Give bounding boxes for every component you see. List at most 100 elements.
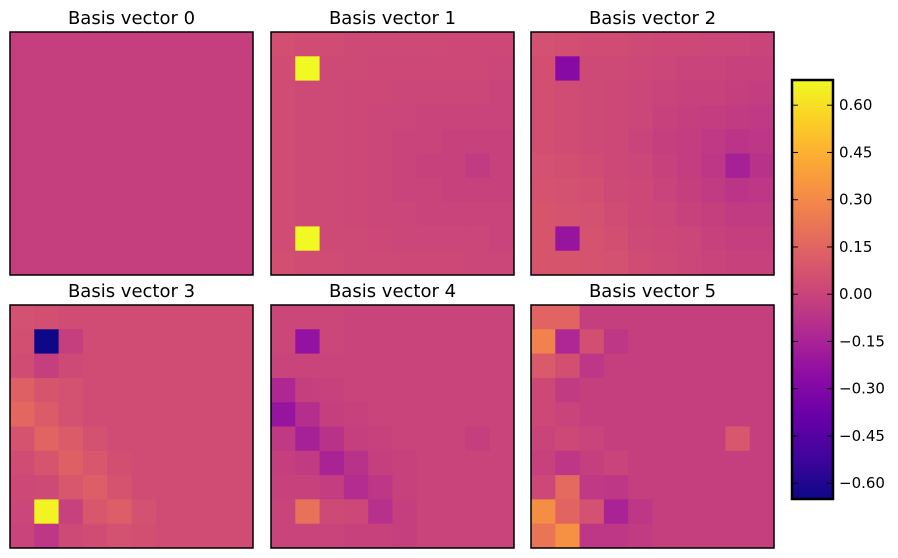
heatmap-cell <box>180 499 205 525</box>
heatmap-cell <box>131 226 157 252</box>
heatmap-cell <box>392 402 418 427</box>
heatmap-cell <box>465 80 491 106</box>
heatmap-cell <box>531 353 556 379</box>
heatmap-cell <box>10 450 35 476</box>
heatmap-cell <box>10 402 35 427</box>
heatmap-cell <box>579 329 605 354</box>
heatmap-cell <box>343 129 369 154</box>
heatmap-cell <box>34 523 59 549</box>
heatmap-cell <box>652 202 678 227</box>
heatmap-cell <box>10 250 35 276</box>
heatmap-cell <box>10 353 35 379</box>
heatmap-cell <box>441 523 466 549</box>
heatmap-cell <box>82 56 108 81</box>
heatmap-cell <box>204 377 230 403</box>
heatmap-cell <box>34 129 59 154</box>
heatmap-cell <box>107 426 132 452</box>
heatmap-cell <box>652 177 678 203</box>
heatmap-cell <box>368 499 393 525</box>
heatmap-cell <box>228 104 254 130</box>
heatmap-cell <box>34 329 59 354</box>
heatmap-cell <box>107 226 132 252</box>
heatmap-cell <box>579 523 605 549</box>
heatmap-cell <box>131 56 157 81</box>
heatmap-cell <box>531 153 556 179</box>
heatmap-cell <box>725 475 751 500</box>
colorbar-tick-label: 0.60 <box>839 96 872 114</box>
heatmap-cell <box>34 353 59 379</box>
heatmap-cell <box>603 499 629 525</box>
heatmap-cell <box>749 56 775 81</box>
heatmap-cell <box>579 426 605 452</box>
heatmap-cell <box>416 250 442 276</box>
heatmap-cell <box>343 329 369 354</box>
heatmap-cell <box>155 353 181 379</box>
heatmap-cell <box>701 377 726 403</box>
heatmap-cell <box>465 377 491 403</box>
heatmap-cell <box>489 32 515 57</box>
heatmap-panel-3: Basis vector 3 <box>9 281 254 549</box>
heatmap-cell <box>271 426 296 452</box>
heatmap-cell <box>107 305 132 330</box>
heatmap-cell <box>82 129 108 154</box>
heatmap-cell <box>343 353 369 379</box>
heatmap-cell <box>603 250 629 276</box>
panel-title-1: Basis vector 1 <box>329 8 456 29</box>
panel-frame <box>270 304 515 549</box>
heatmap-cell <box>319 104 345 130</box>
heatmap-cell <box>368 104 393 130</box>
heatmap-cell <box>749 129 775 154</box>
heatmap-cell <box>204 426 230 452</box>
heatmap-cell <box>368 202 393 227</box>
heatmap-cell <box>489 226 515 252</box>
heatmap-cell <box>271 377 296 403</box>
heatmap-cell <box>34 475 59 500</box>
heatmap-cell <box>555 377 580 403</box>
heatmap-cell <box>107 450 132 476</box>
heatmap-cell <box>343 426 369 452</box>
heatmap-cell <box>271 202 296 227</box>
heatmap-cell <box>131 475 157 500</box>
heatmap-cell <box>579 353 605 379</box>
heatmap-cell <box>628 329 653 354</box>
heatmap-cell <box>271 402 296 427</box>
heatmap-cell <box>652 32 678 57</box>
heatmap-cell <box>180 80 205 106</box>
heatmap-cell <box>319 523 345 549</box>
heatmap-panel-1: Basis vector 1 <box>270 8 515 276</box>
heatmap-cell <box>10 475 35 500</box>
panel-title-2: Basis vector 2 <box>589 8 716 29</box>
heatmap-cell <box>319 129 345 154</box>
heatmap-cell <box>416 523 442 549</box>
heatmap-cell <box>319 450 345 476</box>
heatmap-cell <box>701 177 726 203</box>
heatmap-cell <box>441 329 466 354</box>
heatmap-cell <box>465 32 491 57</box>
heatmap-cell <box>416 226 442 252</box>
heatmap-cell <box>416 305 442 330</box>
heatmap-cell <box>10 226 35 252</box>
heatmap-cell <box>271 250 296 276</box>
heatmap-cell <box>204 56 230 81</box>
heatmap-cell <box>319 499 345 525</box>
heatmap-cell <box>489 450 515 476</box>
heatmap-cell <box>603 56 629 81</box>
heatmap-cell <box>749 250 775 276</box>
heatmap-cell <box>58 250 84 276</box>
panel-frame <box>9 31 254 276</box>
heatmap-cell <box>228 129 254 154</box>
heatmap-cell <box>58 305 84 330</box>
heatmap-cell <box>555 32 580 57</box>
heatmap-cell <box>676 80 702 106</box>
heatmap-cell <box>271 129 296 154</box>
heatmap-panel-5: Basis vector 5 <box>530 281 775 549</box>
heatmap-cell <box>82 32 108 57</box>
heatmap-cell <box>58 523 84 549</box>
heatmap-cell <box>180 56 205 81</box>
heatmap-cell <box>628 226 653 252</box>
heatmap-cell <box>131 353 157 379</box>
heatmap-cell <box>368 475 393 500</box>
heatmap-cell <box>489 104 515 130</box>
heatmap-cell <box>180 202 205 227</box>
heatmap-cell <box>295 402 320 427</box>
